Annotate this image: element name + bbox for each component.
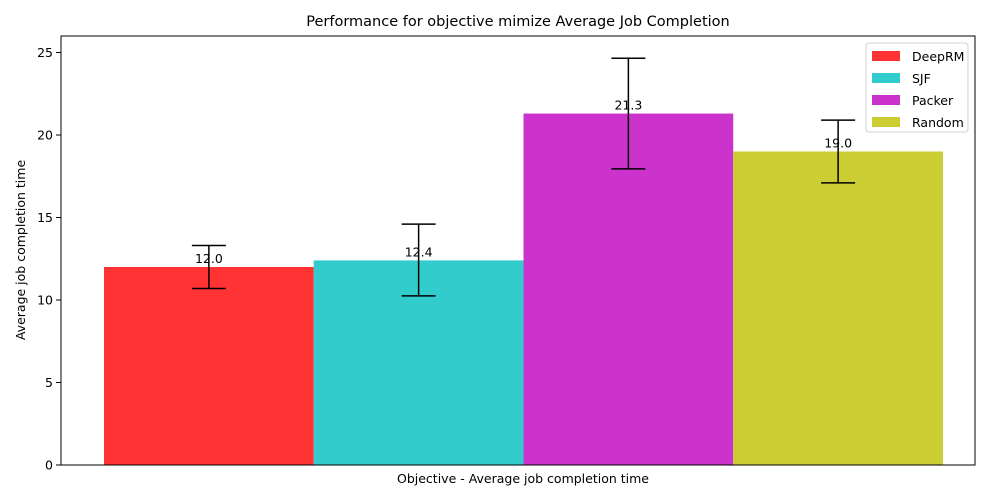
y-tick-label: 10 — [37, 293, 53, 308]
chart-title: Performance for objective mimize Average… — [306, 14, 729, 30]
error-bars-group — [191, 57, 856, 297]
data-label-sjf: 12.4 — [405, 244, 433, 259]
legend-label-random: Random — [912, 115, 964, 130]
y-tick-label: 15 — [37, 210, 53, 225]
y-tick-label: 5 — [45, 375, 53, 390]
bar-random — [733, 151, 943, 465]
data-label-random: 19.0 — [824, 136, 852, 151]
x-axis-label: Objective - Average job completion time — [397, 471, 649, 486]
legend-swatch-random — [872, 117, 900, 127]
data-label-deeprm: 12.0 — [195, 251, 223, 266]
y-axis-label: Average job completion time — [13, 160, 28, 341]
data-labels-group: 12.0 12.4 21.3 19.0 — [195, 98, 852, 266]
y-tick-label: 0 — [45, 458, 53, 473]
legend-box — [865, 42, 969, 133]
legend-label-deeprm: DeepRM — [912, 49, 964, 64]
bar-deeprm — [104, 267, 314, 465]
bars-group — [104, 113, 943, 466]
legend-label-sjf: SJF — [912, 71, 931, 86]
y-tick-label: 20 — [37, 128, 53, 143]
legend-label-packer: Packer — [912, 93, 954, 108]
data-label-packer: 21.3 — [614, 98, 642, 113]
y-axis: 0 5 10 15 20 25 — [37, 45, 61, 473]
y-tick-label: 25 — [37, 45, 53, 60]
legend-swatch-deeprm — [872, 51, 900, 61]
legend-swatch-packer — [872, 95, 900, 105]
legend-swatch-sjf — [872, 73, 900, 83]
legend: DeepRM SJF Packer Random — [865, 42, 969, 133]
bar-packer — [523, 113, 734, 466]
plot-frame — [60, 35, 976, 466]
